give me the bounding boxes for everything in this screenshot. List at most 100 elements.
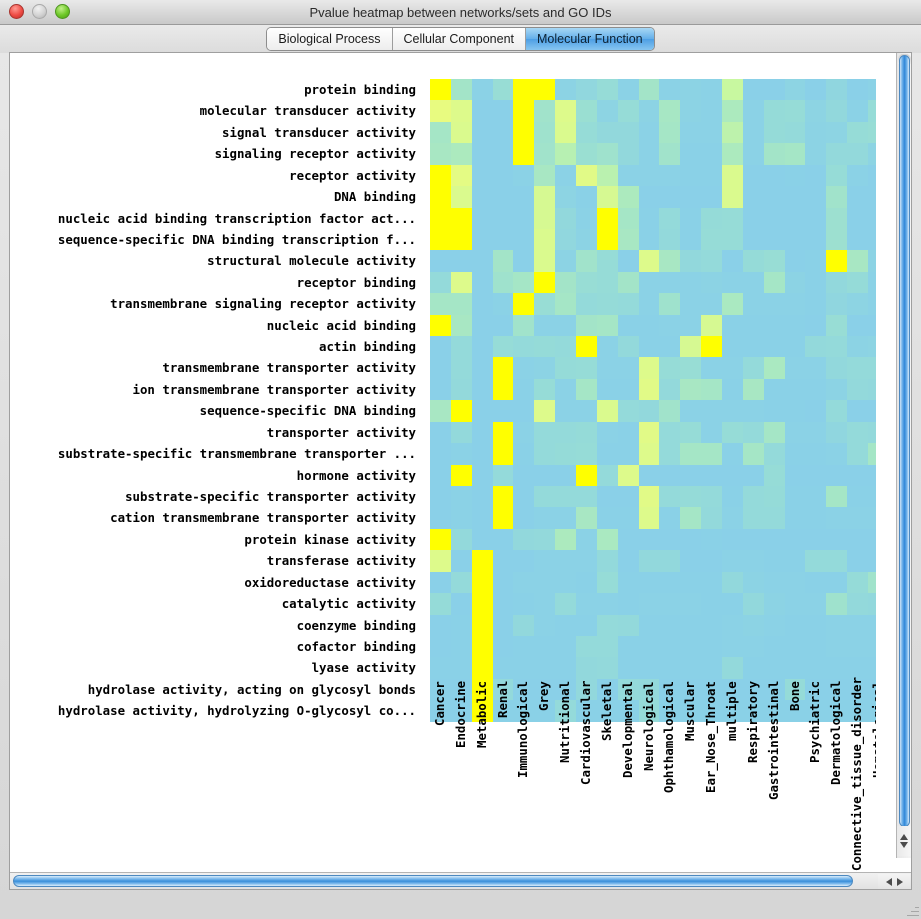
heatmap-cell[interactable] (555, 121, 577, 144)
heatmap-cell[interactable] (847, 571, 869, 594)
scroll-left-icon[interactable] (885, 877, 892, 886)
heatmap-cell[interactable] (576, 186, 597, 208)
heatmap-cell[interactable] (847, 400, 869, 422)
heatmap-cell[interactable] (784, 421, 806, 444)
heatmap-cell[interactable] (847, 228, 869, 251)
heatmap-cell[interactable] (701, 164, 723, 187)
heatmap-cell[interactable] (868, 228, 876, 251)
heatmap-cell[interactable] (471, 164, 493, 187)
heatmap-cell[interactable] (659, 207, 681, 229)
heatmap-cell[interactable] (555, 678, 577, 701)
heatmap-cell[interactable] (534, 314, 556, 337)
heatmap-cell[interactable] (784, 79, 806, 101)
heatmap-cell[interactable] (471, 186, 493, 208)
heatmap-cell[interactable] (680, 507, 702, 529)
heatmap-cell[interactable] (617, 271, 639, 294)
heatmap-cell[interactable] (596, 336, 618, 358)
heatmap-cell[interactable] (596, 528, 618, 551)
heatmap-cell[interactable] (680, 464, 702, 487)
close-button[interactable] (9, 4, 24, 19)
heatmap-cell[interactable] (680, 79, 702, 101)
heatmap-cell[interactable] (722, 635, 743, 658)
heatmap-cell[interactable] (868, 79, 876, 101)
heatmap-cell[interactable] (555, 507, 577, 529)
heatmap-cell[interactable] (471, 550, 493, 572)
heatmap-cell[interactable] (576, 528, 597, 551)
heatmap-cell[interactable] (742, 143, 764, 165)
heatmap-cell[interactable] (805, 271, 827, 294)
heatmap-cell[interactable] (638, 486, 660, 508)
heatmap-cell[interactable] (638, 528, 660, 551)
heatmap-cell[interactable] (742, 614, 764, 636)
heatmap-cell[interactable] (450, 186, 472, 208)
heatmap-cell[interactable] (763, 121, 785, 144)
heatmap-cell[interactable] (513, 336, 535, 358)
heatmap-cell[interactable] (617, 507, 639, 529)
heatmap-cell[interactable] (471, 143, 493, 165)
heatmap-cell[interactable] (638, 357, 660, 379)
heatmap-cell[interactable] (805, 250, 827, 272)
heatmap-cell[interactable] (471, 678, 493, 701)
heatmap-cell[interactable] (701, 228, 723, 251)
heatmap-cell[interactable] (534, 400, 556, 422)
heatmap-cell[interactable] (492, 314, 514, 337)
heatmap-cell[interactable] (722, 464, 743, 487)
heatmap-cell[interactable] (680, 614, 702, 636)
heatmap-cell[interactable] (450, 250, 472, 272)
heatmap-cell[interactable] (513, 443, 535, 465)
heatmap-cell[interactable] (868, 336, 876, 358)
heatmap-cell[interactable] (763, 164, 785, 187)
heatmap-cell[interactable] (471, 314, 493, 337)
heatmap-cell[interactable] (430, 357, 451, 379)
heatmap-cell[interactable] (513, 314, 535, 337)
heatmap-cell[interactable] (722, 207, 743, 229)
heatmap-cell[interactable] (763, 486, 785, 508)
heatmap-cell[interactable] (430, 550, 451, 572)
heatmap-cell[interactable] (784, 100, 806, 122)
heatmap-cell[interactable] (742, 593, 764, 615)
heatmap-cell[interactable] (763, 186, 785, 208)
heatmap-cell[interactable] (847, 507, 869, 529)
heatmap-cell[interactable] (763, 550, 785, 572)
heatmap-cell[interactable] (742, 571, 764, 594)
heatmap-cell[interactable] (471, 100, 493, 122)
heatmap-cell[interactable] (847, 121, 869, 144)
heatmap-cell[interactable] (492, 464, 514, 487)
heatmap-cell[interactable] (555, 228, 577, 251)
heatmap-cell[interactable] (513, 207, 535, 229)
heatmap-cell[interactable] (513, 700, 535, 722)
heatmap-cell[interactable] (763, 207, 785, 229)
heatmap-cell[interactable] (450, 593, 472, 615)
heatmap-cell[interactable] (680, 143, 702, 165)
heatmap-cell[interactable] (617, 293, 639, 315)
heatmap-cell[interactable] (659, 400, 681, 422)
heatmap-cell[interactable] (576, 700, 597, 722)
heatmap-cell[interactable] (722, 143, 743, 165)
heatmap-cell[interactable] (826, 443, 848, 465)
heatmap-cell[interactable] (826, 550, 848, 572)
heatmap-cell[interactable] (847, 357, 869, 379)
heatmap-cell[interactable] (763, 678, 785, 701)
heatmap-cell[interactable] (784, 207, 806, 229)
heatmap-cell[interactable] (868, 593, 876, 615)
heatmap-cell[interactable] (450, 443, 472, 465)
heatmap-cell[interactable] (868, 700, 876, 722)
heatmap-cell[interactable] (680, 250, 702, 272)
heatmap-cell[interactable] (555, 357, 577, 379)
heatmap-cell[interactable] (534, 421, 556, 444)
heatmap-cell[interactable] (805, 314, 827, 337)
heatmap-cell[interactable] (430, 164, 451, 187)
heatmap-cell[interactable] (868, 186, 876, 208)
heatmap-cell[interactable] (576, 143, 597, 165)
heatmap-cell[interactable] (534, 486, 556, 508)
heatmap-cell[interactable] (868, 657, 876, 679)
heatmap-cell[interactable] (450, 528, 472, 551)
heatmap-cell[interactable] (638, 378, 660, 401)
heatmap-cell[interactable] (617, 443, 639, 465)
heatmap-cell[interactable] (576, 443, 597, 465)
heatmap-cell[interactable] (638, 507, 660, 529)
heatmap-cell[interactable] (826, 357, 848, 379)
heatmap-cell[interactable] (722, 100, 743, 122)
heatmap-cell[interactable] (868, 357, 876, 379)
heatmap-cell[interactable] (742, 678, 764, 701)
